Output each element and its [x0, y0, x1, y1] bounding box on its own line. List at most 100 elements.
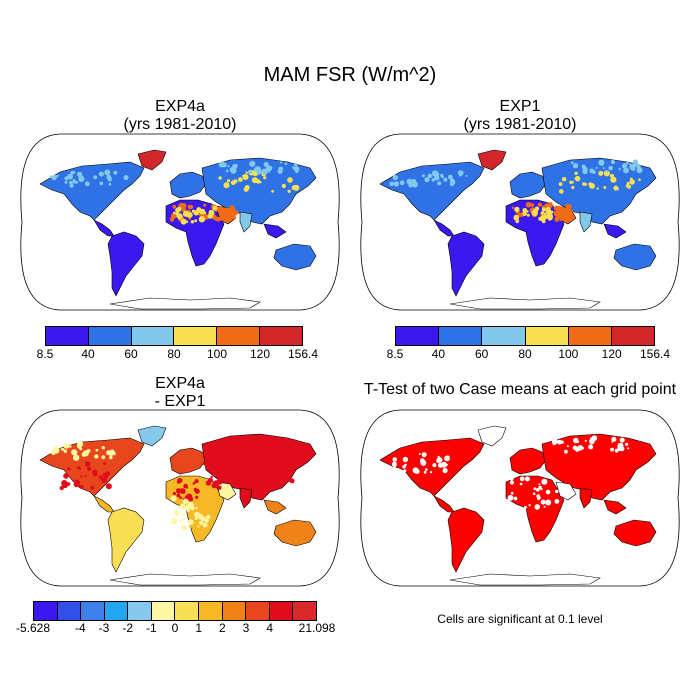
field-texture	[525, 201, 532, 208]
continent-seAsia	[603, 223, 627, 239]
field-texture	[177, 506, 180, 509]
field-texture	[172, 491, 176, 496]
colorbar-tick-label: -3	[98, 621, 110, 635]
field-texture	[234, 164, 238, 167]
field-texture	[591, 435, 598, 441]
field-texture	[256, 169, 262, 175]
field-texture	[564, 212, 567, 215]
field-texture	[424, 177, 430, 183]
field-texture	[190, 220, 195, 224]
field-texture	[403, 469, 407, 473]
field-texture	[99, 181, 104, 186]
field-texture	[623, 167, 629, 174]
colorbar-exp4a	[45, 326, 303, 346]
field-texture	[84, 181, 90, 187]
colorbar-segment	[293, 602, 316, 620]
field-texture	[511, 206, 515, 209]
field-texture	[526, 213, 530, 217]
field-texture	[107, 177, 112, 182]
field-texture	[554, 212, 558, 216]
field-texture	[254, 450, 258, 454]
field-texture	[419, 458, 425, 464]
field-texture	[171, 517, 178, 525]
panel-title-top-right-line2: (yrs 1981-2010)	[463, 116, 577, 133]
field-texture	[534, 504, 541, 510]
field-texture	[617, 442, 624, 449]
field-texture	[510, 491, 514, 495]
field-texture	[102, 472, 107, 477]
field-texture	[555, 215, 560, 220]
field-texture	[432, 463, 437, 468]
field-texture	[425, 468, 428, 471]
field-texture	[225, 215, 230, 219]
field-texture	[98, 171, 104, 177]
field-texture	[208, 460, 212, 463]
field-texture	[91, 470, 95, 474]
field-texture	[229, 167, 235, 173]
colorbar-tick-label: -1	[145, 621, 157, 635]
field-texture	[449, 182, 455, 187]
continent-antarctica	[109, 573, 261, 586]
continent-centralAmerica	[93, 219, 115, 237]
field-texture	[391, 461, 397, 467]
field-texture	[221, 162, 227, 168]
field-texture	[212, 205, 218, 211]
panel-title-top-left-line2: (yrs 1981-2010)	[123, 116, 237, 133]
continent-australia	[273, 243, 317, 271]
panel-title-top-right: EXP1 (yrs 1981-2010)	[370, 98, 670, 134]
panel-title-bottom-right: T-Test of two Case means at each grid po…	[340, 381, 700, 399]
field-texture	[108, 450, 114, 456]
colorbar-tick-label: 2	[218, 621, 226, 635]
panel-title-bottom-left: EXP4a - EXP1	[30, 375, 330, 411]
continent-europe	[169, 171, 207, 199]
field-texture	[289, 478, 295, 484]
field-texture	[621, 163, 628, 169]
field-texture	[228, 210, 233, 215]
field-texture	[402, 465, 406, 469]
field-texture	[558, 182, 563, 186]
field-texture	[78, 467, 82, 470]
colorbar-segment	[217, 327, 261, 345]
field-texture	[457, 170, 464, 176]
field-texture	[203, 462, 207, 466]
continent-southAmerica	[107, 507, 145, 573]
field-texture	[278, 470, 284, 476]
field-texture	[187, 212, 193, 218]
field-texture	[79, 447, 83, 451]
field-texture	[63, 449, 67, 453]
field-texture	[230, 180, 236, 185]
field-texture	[509, 475, 514, 481]
field-texture	[61, 447, 65, 451]
field-texture	[170, 213, 177, 219]
colorbar-tick-label: 8.5	[36, 347, 54, 361]
panel-title-bottom-left-line1: EXP4a	[155, 375, 205, 392]
field-texture	[181, 203, 187, 209]
field-texture	[548, 203, 553, 208]
field-texture	[554, 499, 560, 504]
field-texture	[181, 517, 185, 521]
field-texture	[572, 163, 579, 169]
field-texture	[551, 476, 555, 481]
colorbar-tick-label: -4	[74, 621, 86, 635]
field-texture	[614, 448, 619, 453]
field-texture	[632, 159, 638, 165]
colorbar-segment	[57, 602, 82, 620]
continent-greenland	[137, 149, 167, 171]
field-texture	[80, 475, 83, 478]
field-texture	[71, 449, 78, 456]
field-texture	[574, 177, 578, 181]
field-texture	[430, 175, 433, 178]
field-texture	[423, 470, 427, 474]
field-texture	[188, 206, 191, 209]
field-texture	[606, 170, 609, 173]
field-texture	[616, 187, 619, 191]
field-texture	[524, 505, 527, 509]
field-texture	[94, 454, 99, 459]
colorbar-tick-label: 80	[518, 347, 532, 361]
field-texture	[243, 186, 249, 192]
field-texture	[215, 209, 218, 212]
field-texture	[223, 182, 230, 189]
colorbar-tick-label: 60	[474, 347, 489, 361]
field-texture	[568, 215, 574, 221]
field-texture	[577, 445, 583, 451]
